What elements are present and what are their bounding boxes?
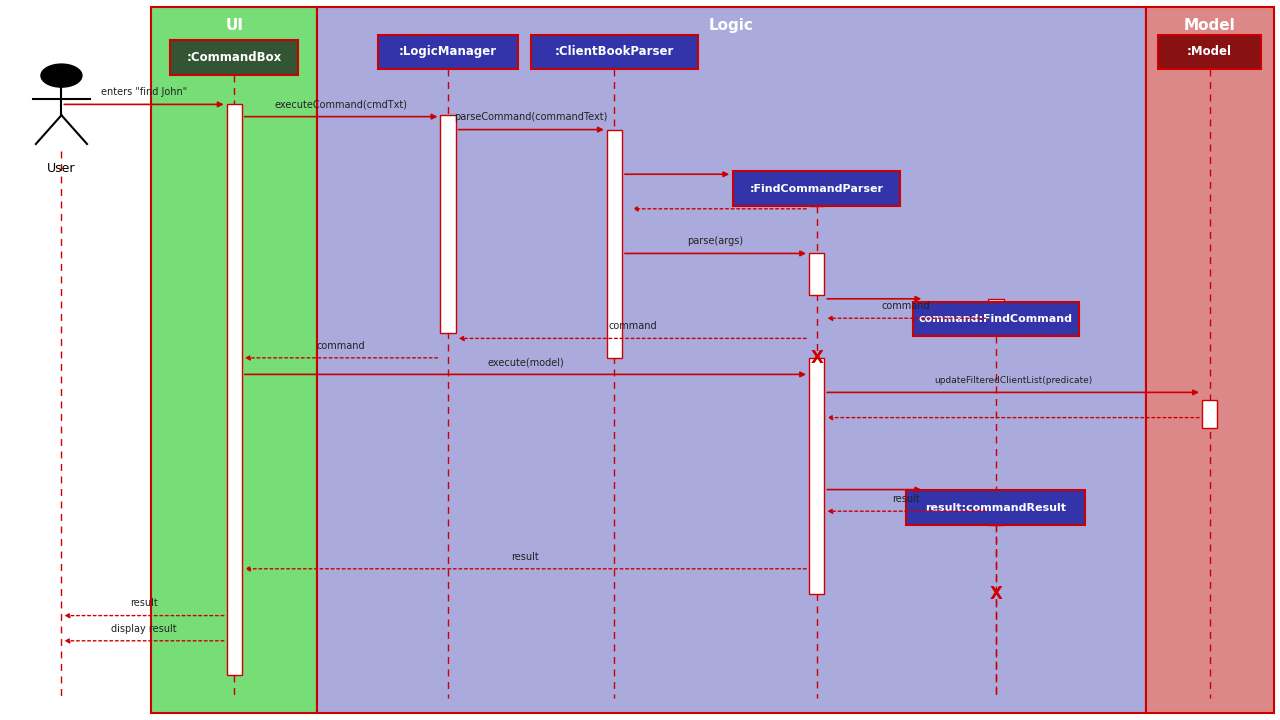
Text: result: result [512,552,539,562]
Text: X: X [989,585,1002,603]
Text: result: result [892,494,920,504]
Text: command: command [317,341,365,351]
Bar [1146,7,1274,713]
Bar [733,171,900,206]
Bar [440,115,456,333]
Bar [913,302,1079,336]
Text: :ClientBookParser: :ClientBookParser [554,45,675,58]
Text: display result: display result [111,624,177,634]
Text: enters "find John": enters "find John" [101,87,187,97]
Bar [1202,400,1217,428]
Text: Model: Model [1184,18,1235,32]
Text: UI: UI [225,18,243,32]
Bar [170,40,298,75]
Text: parseCommand(commandText): parseCommand(commandText) [454,112,608,122]
Bar [809,358,824,594]
Text: result:commandResult: result:commandResult [925,503,1066,513]
Text: X: X [810,348,823,366]
Text: execute(model): execute(model) [488,357,563,367]
Text: :LogicManager: :LogicManager [399,45,497,58]
Bar [317,7,1146,713]
Text: updateFilteredClientList(predicate): updateFilteredClientList(predicate) [934,376,1092,385]
Bar [1158,35,1261,69]
Bar [809,253,824,295]
Bar [809,176,824,206]
Bar [378,35,518,69]
Text: executeCommand(cmdTxt): executeCommand(cmdTxt) [275,99,407,109]
Text: command: command [608,321,657,331]
Bar [531,35,698,69]
Bar [988,299,1004,328]
Bar [988,491,1004,525]
Bar [227,104,242,675]
Text: :CommandBox: :CommandBox [187,51,282,64]
Bar [607,130,622,358]
Text: parse(args): parse(args) [687,236,744,246]
Circle shape [41,64,82,87]
Bar [906,490,1085,525]
Text: :FindCommandParser: :FindCommandParser [750,184,883,194]
Text: command:FindCommand: command:FindCommand [919,314,1073,324]
Text: :Model: :Model [1187,45,1233,58]
Bar [151,7,317,713]
Text: Logic: Logic [709,18,754,32]
Text: User: User [47,162,76,175]
Text: result: result [131,598,157,608]
Text: command: command [882,301,931,311]
